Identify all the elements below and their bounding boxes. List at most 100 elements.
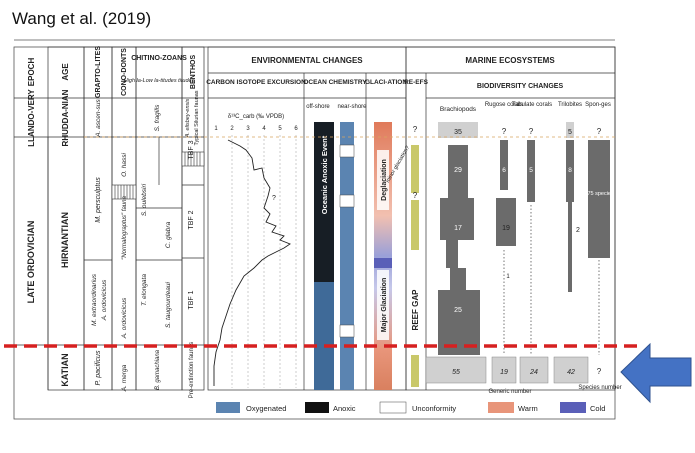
biodiversity-bars	[438, 140, 610, 355]
env-panel	[207, 46, 407, 391]
major-glaciation-label: Major Glaciation	[381, 278, 388, 332]
taxon-tabulate: Tabulate corals	[512, 102, 552, 108]
anoxic-band	[314, 122, 334, 282]
chitinozoan-zone-6: S. taugourdeaui	[165, 282, 172, 328]
carbon-tick-2: 2	[230, 126, 234, 132]
conodont-zone-2: "Normalograptus" fauna	[122, 196, 128, 260]
reef-question-mid: ?	[413, 191, 418, 200]
katian-label: KATIAN	[60, 353, 70, 386]
reefs-title: RE-EFS	[404, 79, 429, 86]
llandovery-label: LLANDO-VERY	[27, 89, 36, 147]
reef-question-top: ?	[413, 125, 418, 134]
env-header: ENVIRONMENTAL CHANGES	[251, 56, 363, 65]
taxon-trilobites: Trilobites	[558, 102, 582, 108]
legend-swatch-cold	[560, 402, 586, 413]
count-brachiopods-top: 35	[454, 129, 462, 136]
generic-number-label: Generic number	[488, 389, 531, 395]
extinction-trace-lines	[503, 205, 600, 355]
count-trilobites-hirn: 8	[568, 167, 572, 174]
legend-label-cold: Cold	[590, 404, 605, 413]
carbon-question-mark: ?	[272, 195, 276, 202]
late-ordovician-label: LATE ORDOVICIAN	[26, 221, 36, 304]
marine-panel	[405, 46, 616, 391]
graptolite-zone-2: M. persculptus	[95, 177, 102, 223]
carbon-tick-3: 3	[246, 126, 250, 132]
conodont-zone-3: A. ordovicicus	[121, 297, 128, 339]
conodonts-header: CONO-DONTS	[121, 48, 128, 96]
benthos-zone-3: TBF 3	[188, 140, 195, 159]
chitinozoan-zone-1: S. fragilis	[154, 104, 161, 131]
legend-label-unconformity: Unconformity	[412, 404, 456, 413]
legend-label-anoxic: Anoxic	[333, 404, 356, 413]
taxon-sponges: Spon-ges	[585, 102, 611, 108]
legend-swatch-anoxic	[305, 402, 329, 413]
carbon-title: CARBON ISOTOPE EXCURSION	[206, 79, 306, 86]
glaciation-title: GLACI-ATION	[365, 79, 407, 86]
graptolite-zone-5: P. pacificus	[95, 350, 102, 385]
reef-bars	[411, 145, 419, 387]
count-sponges-katian: ?	[597, 367, 602, 376]
age-header: AGE	[61, 63, 70, 81]
offshore-label: off-shore	[306, 104, 330, 110]
conodont-zone-1: O. hassi	[121, 153, 128, 177]
nearshore-column	[340, 122, 354, 390]
top-count-boxes	[438, 122, 574, 138]
marine-header: MARINE ECOSYSTEMS	[465, 56, 555, 65]
count-sponges-hirn: >75 species	[584, 191, 614, 197]
ocean-title: OCEAN CHEMISTRY	[303, 79, 367, 86]
count-sponges-top: ?	[597, 127, 602, 136]
cold-band	[374, 258, 392, 268]
citation: Wang et al. (2019)	[12, 9, 152, 28]
taxon-brachiopods: Brachiopods	[440, 106, 477, 113]
legend-swatch-unconformity	[379, 401, 407, 414]
count-rugose-tbf2: 19	[502, 225, 510, 232]
species-number-label: Species number	[578, 385, 621, 391]
pointer-arrow	[620, 342, 692, 404]
conodont-zone-4: A. merga	[121, 364, 128, 392]
chitinozoan-zone-4: C. glabra	[165, 221, 172, 248]
carbon-axis-label: δ¹³C_carb (‰ VPDB)	[228, 114, 284, 120]
count-trilobites-katian: 42	[567, 369, 575, 376]
count-tabulate-hirn: 5	[529, 167, 533, 174]
graptolite-zone-1: A. ascen-sus	[95, 98, 102, 137]
benthos-zone-4: TBF 2	[188, 210, 195, 229]
oae-label: Oceanic Anoxic Event	[320, 135, 329, 214]
count-brachiopods-tbf2: 17	[454, 225, 462, 232]
chitinozoan-zone-5: T. elongata	[141, 274, 148, 306]
count-tabulate-top: ?	[529, 127, 534, 136]
count-rugose-top: ?	[502, 127, 507, 136]
count-brachiopods-tbf1: 25	[454, 307, 462, 314]
taxon-rugose: Rugose corals	[485, 102, 523, 108]
reef-gap-label: REEF GAP	[411, 289, 420, 331]
deglaciation-box	[377, 150, 389, 210]
graptolite-zone-4: A. ordovicicus	[101, 279, 108, 321]
epoch-header: EPOCH	[27, 58, 36, 87]
chitinozoan-zone-2: High la-Low la-titudes titudes	[124, 78, 195, 84]
nearshore-unconformities	[339, 144, 355, 338]
carbon-tick-6: 6	[294, 126, 298, 132]
katian-count-boxes	[425, 356, 589, 384]
carbon-ticks: 1 2 3 4 5 6	[214, 126, 298, 132]
unconformity-marks	[111, 151, 205, 200]
benthos-zone-2: A. elisbey-ensis	[185, 98, 191, 138]
chitinozoan-zone-3: S. oulebsiri	[141, 183, 148, 216]
carbon-tick-1: 1	[214, 126, 218, 132]
count-trilobites-top: 5	[568, 129, 572, 136]
graptolite-zone-3: M. extraordinarius	[91, 273, 98, 326]
chitinozoans-header: CHITINO-ZOANS	[131, 55, 187, 62]
count-brachiopods-katian: 55	[452, 369, 460, 376]
rhuddanian-label: RHUDDA-NIAN	[61, 89, 70, 146]
legend-swatch-warm	[488, 402, 514, 413]
count-tabulate-katian: 24	[529, 369, 538, 376]
count-trilobites-tbf2: 2	[576, 227, 580, 234]
legend-label-warm: Warm	[518, 404, 538, 413]
benthos-zone-1: Typical Silurian faunas	[194, 90, 200, 145]
carbon-tick-4: 4	[262, 126, 266, 132]
carbon-tick-5: 5	[278, 126, 282, 132]
carbon-isotope-curve	[213, 139, 291, 386]
major-glaciation-box	[377, 270, 389, 340]
graptolites-header: GRAPTO-LITES	[95, 46, 102, 98]
legend-swatch-oxygenated	[216, 402, 240, 413]
biodiversity-title: BIODIVERSITY CHANGES	[477, 83, 564, 90]
